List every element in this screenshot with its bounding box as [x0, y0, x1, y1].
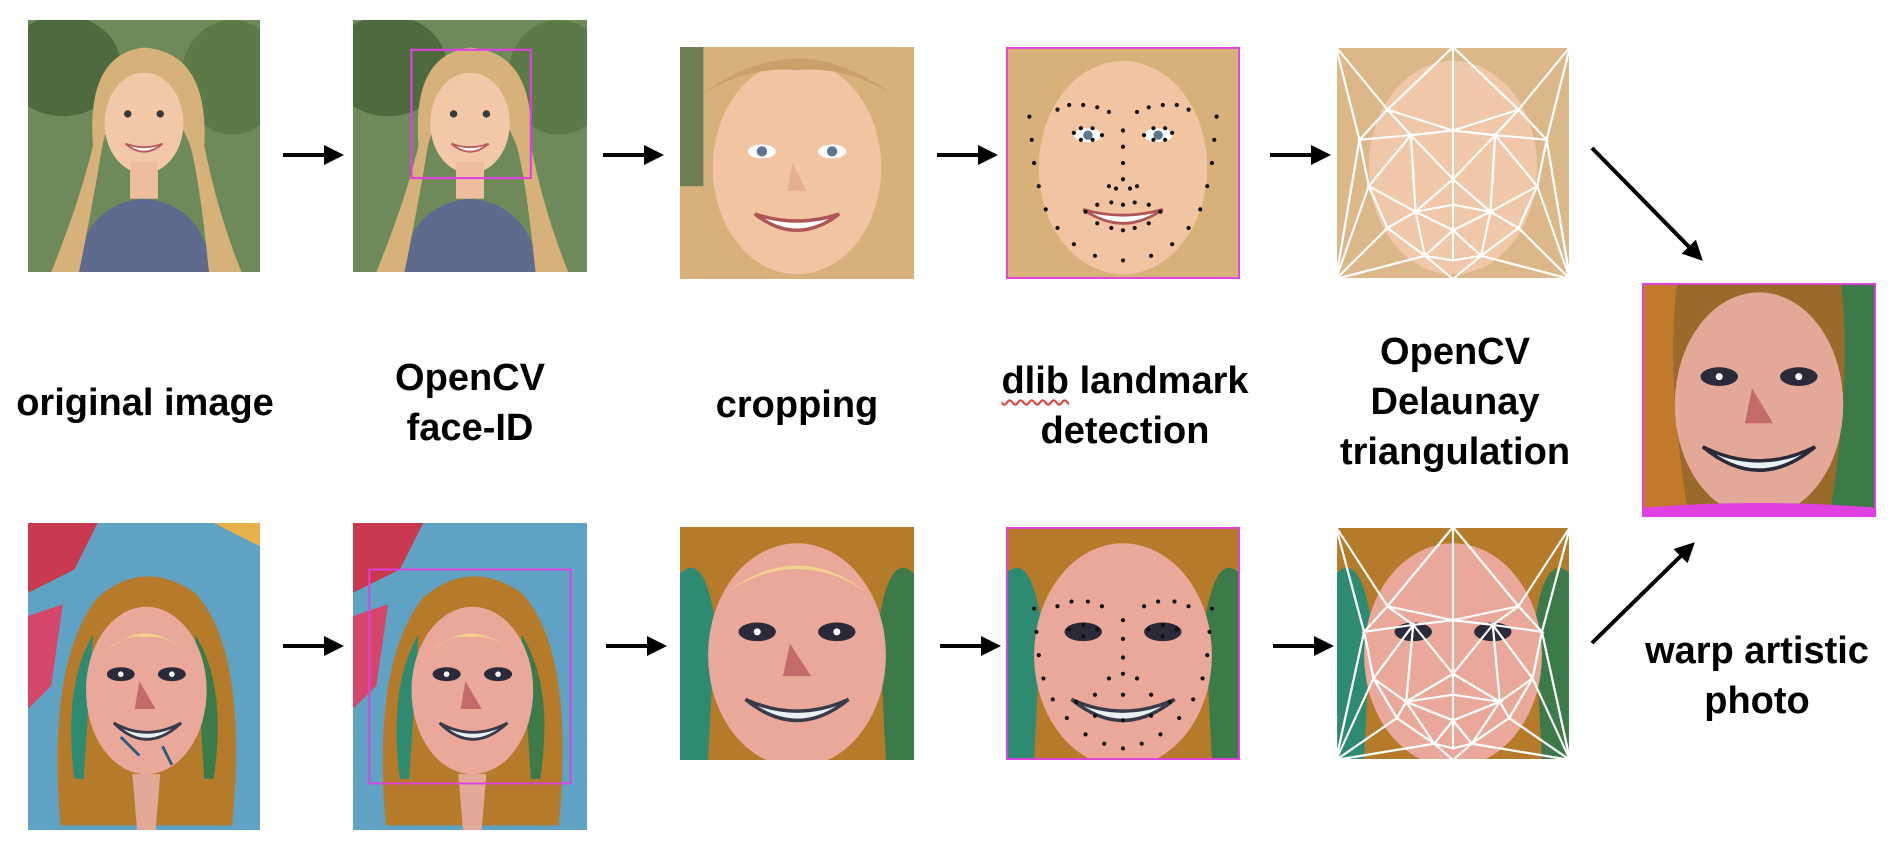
cropped-photo [680, 47, 914, 279]
label-warp-artistic-photo: warp artistic photo [1645, 630, 1869, 722]
cropped-artwork [680, 527, 914, 760]
landmark-dots [1027, 102, 1219, 263]
arrow-diag-up [1590, 542, 1695, 645]
delaunay-photo [1336, 47, 1570, 279]
face-bounding-box [368, 568, 572, 785]
triangle-mesh [1336, 527, 1570, 760]
face-id-artwork [353, 523, 587, 830]
label-opencv-face-id: OpenCV face-ID [395, 357, 545, 449]
arrow-diag-down [1590, 146, 1703, 261]
original-photo [28, 20, 260, 272]
original-artwork [28, 523, 260, 830]
warped-result [1642, 283, 1876, 517]
landmark-dots [1031, 599, 1215, 751]
dlib-word: dlib [1001, 360, 1069, 402]
landmark-photo [1006, 47, 1240, 279]
landmark-artwork [1006, 527, 1240, 760]
label-cropping: cropping [715, 384, 879, 426]
delaunay-artwork [1336, 527, 1570, 760]
triangle-mesh [1336, 47, 1570, 279]
face-bounding-box [410, 48, 532, 180]
label-opencv-delaunay-triangulation: OpenCV Delaunay triangulation [1339, 331, 1571, 473]
label-dlib-landmark-detection: dlib landmark detection [1001, 360, 1249, 452]
label-original-image: original image [16, 382, 274, 424]
face-id-photo [353, 20, 587, 272]
